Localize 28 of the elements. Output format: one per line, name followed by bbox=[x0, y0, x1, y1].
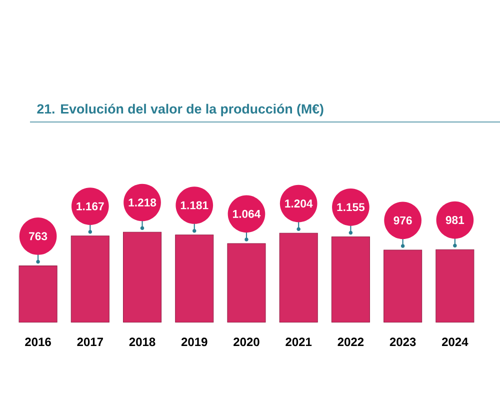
x-tick-label: 2024 bbox=[442, 338, 468, 346]
bar bbox=[70, 236, 110, 323]
data-label: 1.155 bbox=[337, 203, 365, 212]
data-label: 1.204 bbox=[285, 200, 313, 208]
bar bbox=[279, 232, 318, 323]
x-tick-label: 2023 bbox=[390, 338, 416, 346]
x-tick-label: 2017 bbox=[77, 338, 103, 346]
x-tick-label: 2018 bbox=[129, 338, 156, 346]
x-tick-label: 2021 bbox=[286, 338, 312, 346]
data-label: 981 bbox=[446, 216, 464, 224]
x-tick-label: 2019 bbox=[181, 338, 208, 346]
bar bbox=[18, 266, 58, 323]
bar bbox=[436, 249, 474, 323]
x-tick-label: 2016 bbox=[25, 338, 51, 346]
chart-title: 21. Evolución del valor de la producción (M€) bbox=[37, 104, 324, 116]
bar bbox=[122, 232, 162, 323]
bar bbox=[331, 236, 370, 323]
data-label: 763 bbox=[29, 232, 48, 240]
bar bbox=[175, 234, 214, 323]
bar bbox=[384, 250, 422, 323]
x-tick-label: 2020 bbox=[234, 338, 260, 346]
data-label: 1.181 bbox=[180, 201, 208, 210]
data-label: 1.218 bbox=[128, 198, 156, 207]
data-label: 1.167 bbox=[76, 202, 104, 210]
bar bbox=[227, 243, 266, 323]
x-tick-label: 2022 bbox=[338, 338, 364, 346]
data-label: 976 bbox=[394, 216, 412, 224]
data-label: 1.064 bbox=[233, 210, 261, 218]
